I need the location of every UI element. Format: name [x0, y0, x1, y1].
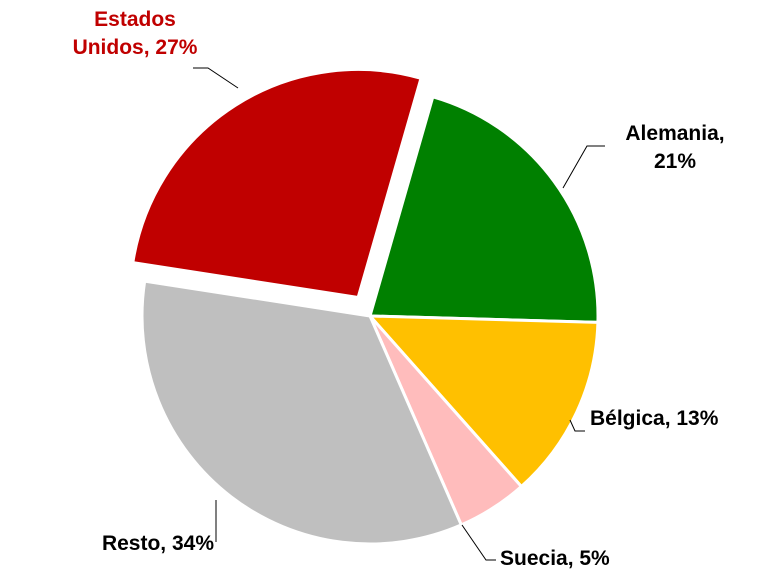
pie-slice — [366, 314, 600, 489]
data-label: Suecia, 5% — [500, 547, 610, 570]
leader-line — [461, 524, 496, 561]
data-label: Resto, 34% — [102, 532, 214, 555]
data-label: Estados Unidos, 27% — [73, 8, 198, 59]
data-label: Bélgica, 13% — [590, 407, 719, 430]
data-label: Alemania, 21% — [625, 122, 724, 173]
leader-line — [569, 419, 585, 432]
pie-slice — [368, 94, 600, 324]
leader-line — [193, 67, 239, 89]
pie-slice — [131, 67, 423, 300]
pie-slice — [140, 279, 464, 546]
leader-line — [562, 145, 605, 189]
